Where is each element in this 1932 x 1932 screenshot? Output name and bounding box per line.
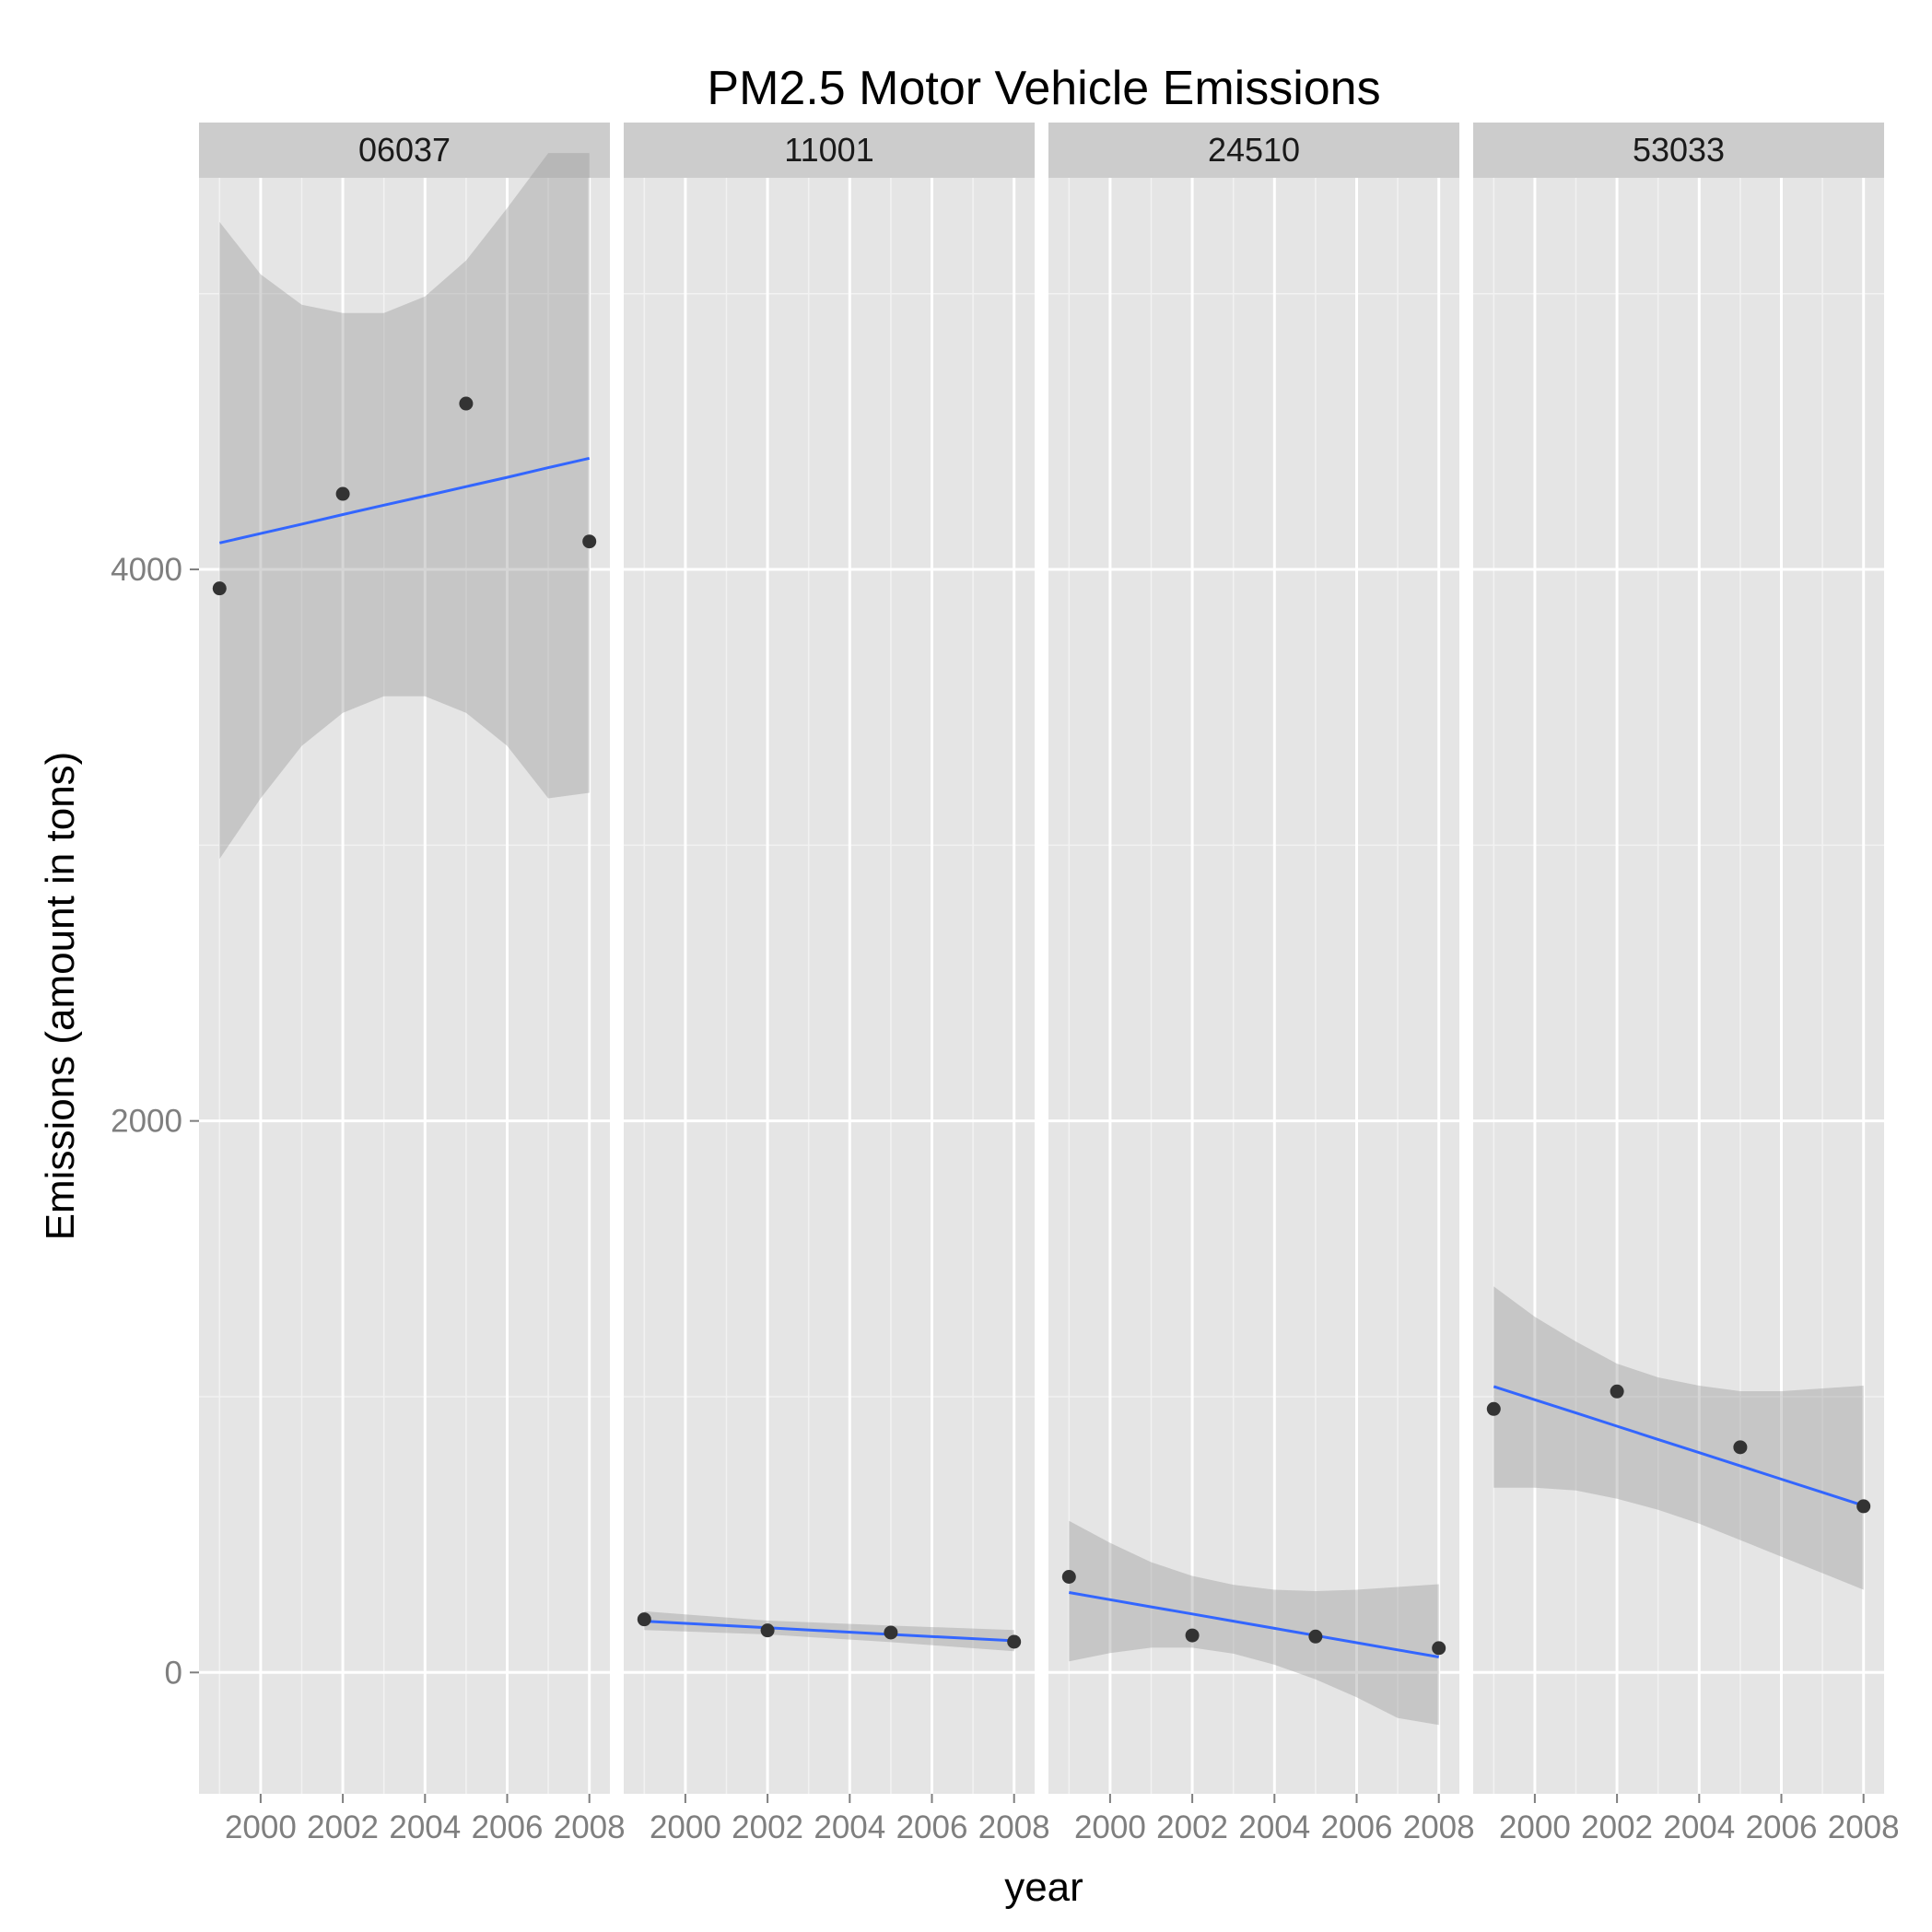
panel-background bbox=[624, 178, 1035, 1794]
data-point bbox=[582, 534, 597, 549]
data-point bbox=[335, 486, 350, 501]
facet-strip-label: 53033 bbox=[1633, 131, 1725, 169]
y-tick-label: 2000 bbox=[111, 1104, 182, 1140]
panel-background bbox=[1473, 178, 1884, 1794]
panel-background bbox=[199, 178, 610, 1794]
data-point bbox=[760, 1623, 775, 1638]
data-point bbox=[884, 1625, 898, 1640]
data-point bbox=[1061, 1569, 1076, 1584]
x-tick-label: 2008 bbox=[1828, 1809, 1900, 1845]
y-axis-title: Emissions (amount in tons) bbox=[38, 752, 83, 1241]
x-tick-label: 2006 bbox=[472, 1809, 544, 1845]
x-tick-label: 2008 bbox=[978, 1809, 1050, 1845]
x-tick-label: 2002 bbox=[1156, 1809, 1228, 1845]
x-tick-label: 2000 bbox=[225, 1809, 297, 1845]
data-point bbox=[1308, 1629, 1323, 1644]
facet-strip bbox=[1473, 123, 1884, 178]
x-tick-label: 2000 bbox=[650, 1809, 721, 1845]
x-tick-label: 2008 bbox=[1403, 1809, 1475, 1845]
facet-panel-06037: 06037 2000 2002 2004 2006 2008 bbox=[199, 123, 626, 1845]
fit-line bbox=[1069, 1591, 1439, 1658]
facet-strip bbox=[1048, 123, 1459, 178]
x-tick-label: 2002 bbox=[307, 1809, 379, 1845]
confidence-ribbon bbox=[1493, 1286, 1864, 1590]
data-point bbox=[1733, 1440, 1748, 1455]
x-tick-label: 2006 bbox=[1746, 1809, 1818, 1845]
facet-strip bbox=[624, 123, 1035, 178]
data-point bbox=[1486, 1401, 1501, 1416]
fit-line bbox=[644, 1620, 1014, 1643]
data-point bbox=[1856, 1499, 1871, 1514]
panel-background bbox=[1048, 178, 1459, 1794]
data-point bbox=[1007, 1634, 1022, 1649]
x-tick-label: 2004 bbox=[814, 1809, 885, 1845]
data-point bbox=[1185, 1628, 1200, 1643]
facet-panel-53033: 53033 2000 2002 2004 2006 2008 bbox=[1473, 123, 1900, 1845]
data-point bbox=[459, 396, 474, 411]
data-point bbox=[1610, 1384, 1624, 1399]
data-point bbox=[637, 1612, 651, 1627]
facet-strip-label: 06037 bbox=[358, 131, 451, 169]
fit-line bbox=[218, 456, 591, 544]
facet-panel-24510: 24510 2000 2002 2004 2006 2008 bbox=[1048, 123, 1475, 1845]
x-tick-label: 2004 bbox=[389, 1809, 461, 1845]
x-tick-label: 2006 bbox=[1321, 1809, 1393, 1845]
x-axis-title: year bbox=[1004, 1865, 1083, 1910]
x-tick-label: 2000 bbox=[1074, 1809, 1146, 1845]
chart-title: PM2.5 Motor Vehicle Emissions bbox=[707, 62, 1380, 115]
x-tick-label: 2008 bbox=[554, 1809, 626, 1845]
facet-strip bbox=[199, 123, 610, 178]
y-axis: 0 2000 4000 bbox=[111, 552, 199, 1691]
facet-strip-label: 24510 bbox=[1208, 131, 1300, 169]
x-tick-label: 2000 bbox=[1499, 1809, 1571, 1845]
confidence-ribbon bbox=[219, 153, 590, 860]
facet-panel-11001: 11001 2000 2002 2004 2006 2008 bbox=[624, 123, 1050, 1845]
fit-line bbox=[1493, 1385, 1865, 1507]
confidence-ribbon bbox=[1069, 1520, 1439, 1726]
data-point bbox=[1432, 1641, 1446, 1656]
x-tick-label: 2004 bbox=[1663, 1809, 1735, 1845]
x-tick-label: 2002 bbox=[1581, 1809, 1653, 1845]
y-tick-label: 4000 bbox=[111, 552, 182, 588]
x-tick-label: 2006 bbox=[896, 1809, 968, 1845]
facet-strip-label: 11001 bbox=[784, 131, 873, 169]
data-point bbox=[212, 581, 227, 596]
facet-panels: 06037 2000 2002 2004 2006 2008 11001 2000 2002 20… bbox=[199, 123, 1900, 1845]
x-tick-label: 2004 bbox=[1238, 1809, 1310, 1845]
x-tick-label: 2002 bbox=[732, 1809, 803, 1845]
y-tick-label: 0 bbox=[165, 1655, 182, 1691]
